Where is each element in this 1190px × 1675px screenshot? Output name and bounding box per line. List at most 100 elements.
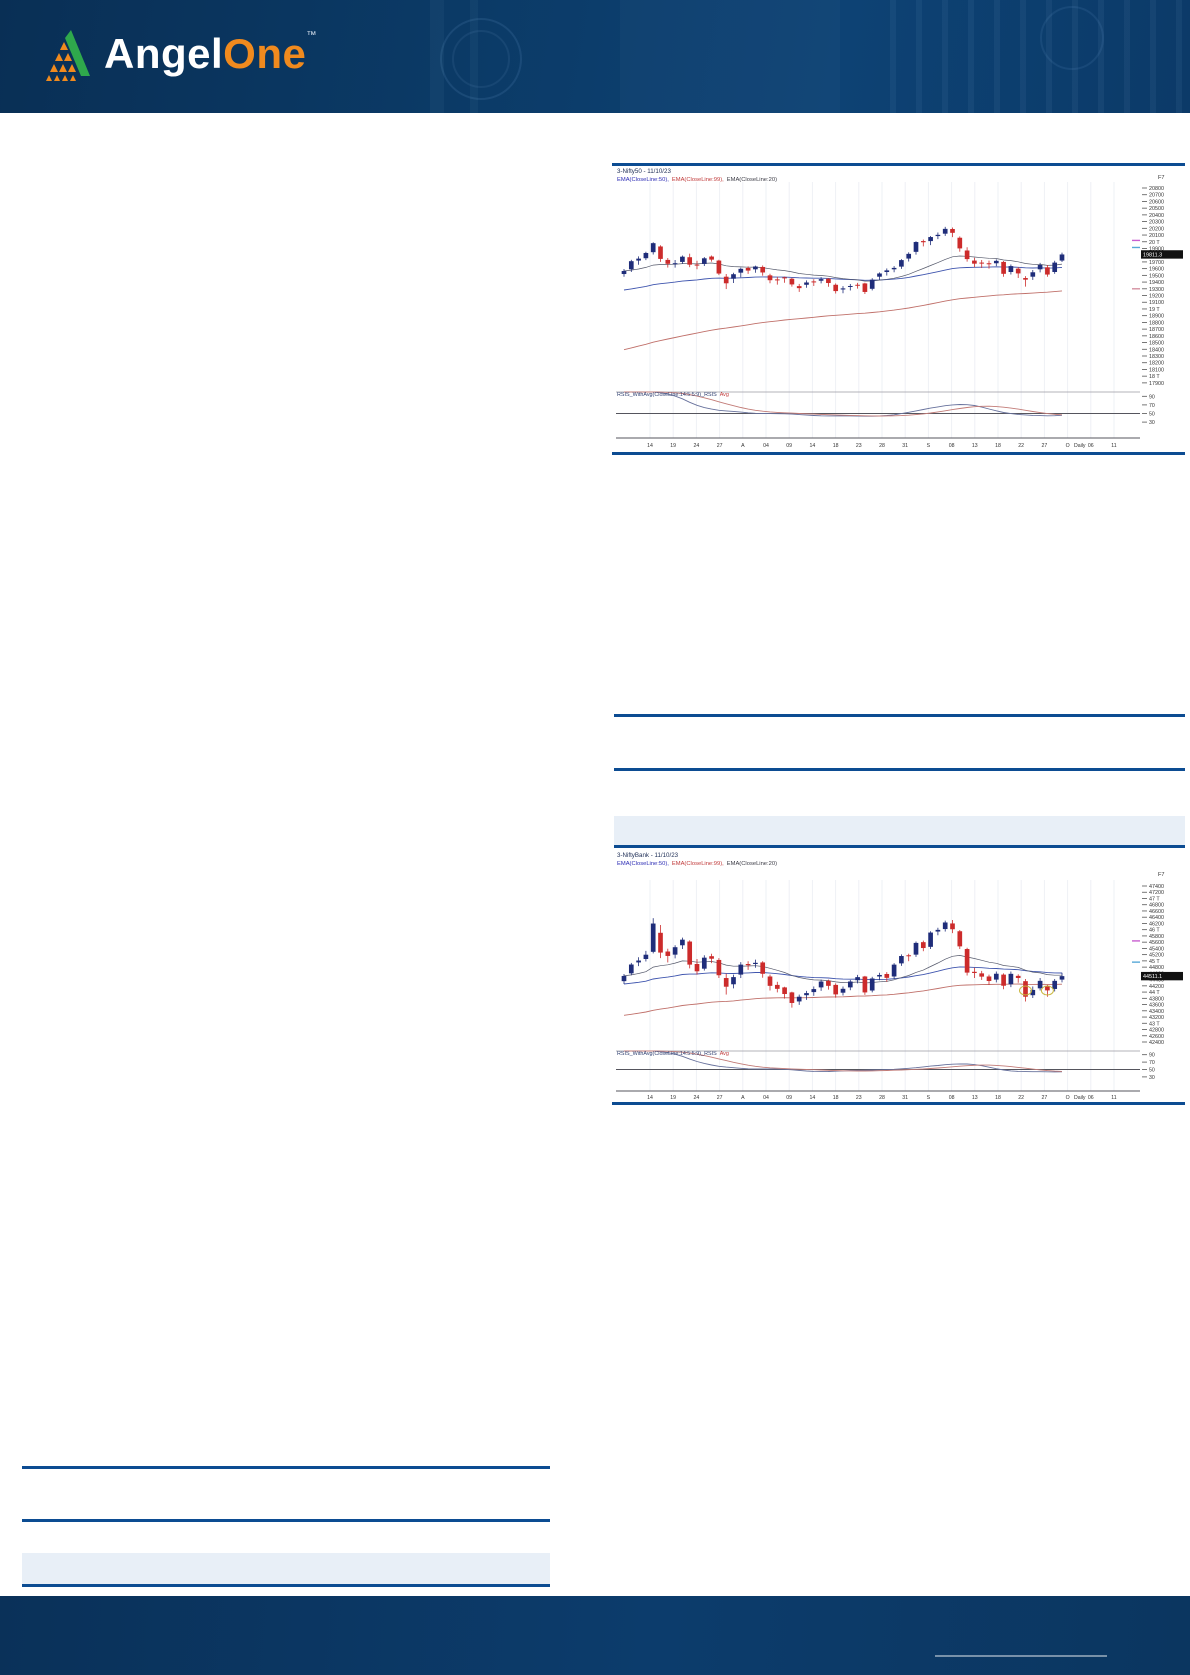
x-axis-label: 14 bbox=[810, 443, 816, 449]
svg-text:42600: 42600 bbox=[1149, 1034, 1164, 1040]
svg-text:19300: 19300 bbox=[1149, 287, 1164, 293]
svg-text:20400: 20400 bbox=[1149, 213, 1164, 219]
chart-legend: EMA(CloseLine:50), EMA(CloseLine:99), EMA(… bbox=[617, 177, 777, 183]
svg-text:18700: 18700 bbox=[1149, 327, 1164, 333]
svg-text:47200: 47200 bbox=[1149, 890, 1164, 896]
grid bbox=[649, 880, 1115, 1091]
svg-text:20500: 20500 bbox=[1149, 206, 1164, 212]
x-axis-label: 18 bbox=[995, 443, 1001, 449]
svg-text:43800: 43800 bbox=[1149, 996, 1164, 1002]
chart-legend: EMA(CloseLine:50), EMA(CloseLine:99), EMA(… bbox=[617, 861, 777, 867]
footer-banner bbox=[0, 1596, 1190, 1675]
header-texture bbox=[620, 0, 840, 113]
svg-text:20200: 20200 bbox=[1149, 226, 1164, 232]
svg-text:44200: 44200 bbox=[1149, 984, 1164, 990]
x-axis-label: O bbox=[1066, 443, 1070, 449]
candles bbox=[621, 918, 1065, 1008]
svg-text:47 T: 47 T bbox=[1149, 896, 1160, 902]
x-axis-label: 09 bbox=[786, 1095, 792, 1101]
svg-text:45200: 45200 bbox=[1149, 953, 1164, 959]
x-axis-label: A bbox=[741, 443, 745, 449]
interval-label: Daily bbox=[1074, 443, 1086, 449]
divider-line bbox=[614, 768, 1185, 771]
svg-text:20100: 20100 bbox=[1149, 233, 1164, 239]
divider-line bbox=[614, 714, 1185, 717]
niftybank-chart: 3-NiftyBank - 11/10/23 EMA(CloseLine:50),… bbox=[612, 852, 1185, 1105]
svg-text:19100: 19100 bbox=[1149, 300, 1164, 306]
svg-text:20 T: 20 T bbox=[1149, 240, 1160, 246]
x-axis-label: 22 bbox=[1018, 443, 1024, 449]
rsi-label: RSIS_WithAvg(CloseLine:14:5:5:9)_RSIS Avg bbox=[617, 1051, 729, 1057]
header-ring-decoration bbox=[1040, 6, 1104, 70]
x-axis-label: 13 bbox=[972, 1095, 978, 1101]
nifty50-chart: 3-Nifty50 - 11/10/23 EMA(CloseLine:50), EM… bbox=[612, 163, 1185, 455]
svg-text:18300: 18300 bbox=[1149, 354, 1164, 360]
x-axis-label: 18 bbox=[833, 1095, 839, 1101]
svg-text:43 T: 43 T bbox=[1149, 1021, 1160, 1027]
x-axis-label: 08 bbox=[949, 1095, 955, 1101]
x-axis-label: 14 bbox=[647, 1095, 653, 1101]
x-axis-label: 19 bbox=[670, 443, 676, 449]
svg-text:18 T: 18 T bbox=[1149, 374, 1160, 380]
svg-text:44400: 44400 bbox=[1149, 978, 1164, 984]
x-axis-label: S bbox=[927, 443, 931, 449]
header-circuit-texture bbox=[890, 0, 1190, 113]
trademark-symbol: ™ bbox=[306, 30, 317, 41]
divider-line bbox=[22, 1466, 550, 1469]
x-axis-label: 27 bbox=[717, 1095, 723, 1101]
rsi-label: RSIS_WithAvg(CloseLine:14:5:5:9)_RSIS Avg bbox=[617, 392, 729, 398]
x-axis-label: 08 bbox=[949, 443, 955, 449]
grid bbox=[649, 182, 1115, 438]
x-axis-label: 18 bbox=[833, 443, 839, 449]
footer-rule bbox=[935, 1655, 1107, 1657]
annotation-ellipse bbox=[1019, 985, 1032, 996]
svg-text:19500: 19500 bbox=[1149, 273, 1164, 279]
svg-text:19 T: 19 T bbox=[1149, 307, 1160, 313]
highlight-band bbox=[614, 816, 1185, 848]
svg-text:18200: 18200 bbox=[1149, 361, 1164, 367]
svg-text:43600: 43600 bbox=[1149, 1003, 1164, 1009]
x-axis-label: 09 bbox=[786, 443, 792, 449]
x-axis-label: 11 bbox=[1111, 1095, 1116, 1101]
svg-text:47400: 47400 bbox=[1149, 884, 1164, 890]
x-axis-label: 06 bbox=[1088, 1095, 1094, 1101]
last-price-box bbox=[1141, 971, 1183, 981]
x-axis-label: 19 bbox=[670, 1095, 676, 1101]
svg-text:19700: 19700 bbox=[1149, 260, 1164, 266]
candles bbox=[621, 226, 1065, 294]
x-axis-label: O bbox=[1066, 1095, 1070, 1101]
header-banner: Angel One ™ bbox=[0, 0, 1190, 113]
x-axis-label: 24 bbox=[694, 443, 700, 449]
last-price-value: 44511.1 bbox=[1143, 974, 1162, 980]
x-axis-label: 14 bbox=[810, 1095, 816, 1101]
highlight-band bbox=[22, 1553, 550, 1587]
svg-text:30: 30 bbox=[1149, 1075, 1155, 1081]
x-axis-label: S bbox=[927, 1095, 931, 1101]
chart-title: 3-NiftyBank - 11/10/23 bbox=[617, 852, 679, 859]
x-axis-label: 31 bbox=[902, 1095, 908, 1101]
x-axis-label: 04 bbox=[763, 1095, 769, 1101]
svg-text:19900: 19900 bbox=[1149, 246, 1164, 252]
svg-text:46400: 46400 bbox=[1149, 915, 1164, 921]
x-axis-label: 27 bbox=[717, 443, 723, 449]
svg-text:17900: 17900 bbox=[1149, 381, 1164, 387]
x-axis-label: A bbox=[741, 1095, 745, 1101]
x-axis-label: 06 bbox=[1088, 443, 1094, 449]
svg-text:20700: 20700 bbox=[1149, 193, 1164, 199]
svg-text:45800: 45800 bbox=[1149, 934, 1164, 940]
svg-text:46800: 46800 bbox=[1149, 903, 1164, 909]
svg-text:50: 50 bbox=[1149, 412, 1155, 418]
svg-text:30: 30 bbox=[1149, 420, 1155, 426]
svg-text:18500: 18500 bbox=[1149, 341, 1164, 347]
svg-text:19200: 19200 bbox=[1149, 294, 1164, 300]
platform-label: F7 bbox=[1158, 872, 1165, 878]
svg-text:50: 50 bbox=[1149, 1068, 1155, 1074]
angelone-logo-icon bbox=[46, 30, 90, 81]
annotation-ellipse bbox=[1040, 985, 1054, 996]
svg-text:46600: 46600 bbox=[1149, 909, 1164, 915]
x-axis-label: 14 bbox=[647, 443, 653, 449]
x-axis-label: 27 bbox=[1042, 1095, 1048, 1101]
divider-line bbox=[22, 1519, 550, 1522]
svg-text:43200: 43200 bbox=[1149, 1015, 1164, 1021]
svg-text:90: 90 bbox=[1149, 1053, 1155, 1059]
